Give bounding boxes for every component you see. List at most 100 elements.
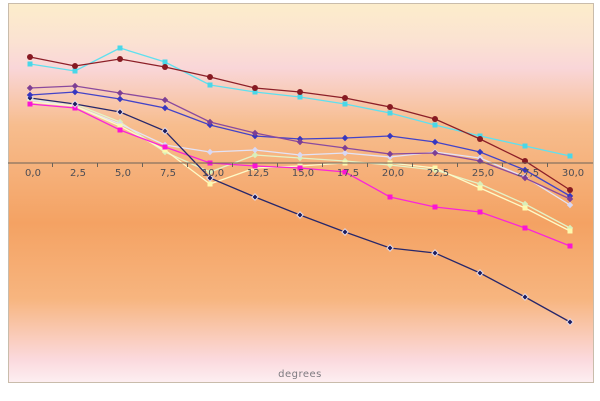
x-tick-label: 2,5 (70, 168, 86, 179)
data-point-magenta (387, 194, 393, 200)
data-point-dark-red (477, 136, 483, 142)
data-point-cyan (162, 59, 168, 65)
data-point-blue (26, 91, 34, 99)
data-point-magenta (432, 204, 438, 210)
data-point-magenta (162, 144, 168, 150)
data-point-magenta (477, 209, 483, 215)
x-axis-title: degrees (278, 369, 322, 380)
data-point-violet (296, 138, 304, 146)
x-tick-label: 30,0 (562, 168, 584, 179)
data-point-dark-red (567, 187, 573, 193)
data-point-magenta (117, 127, 123, 133)
data-point-pale-blue (251, 146, 259, 154)
data-point-magenta (252, 163, 258, 169)
data-point-violet (71, 82, 79, 90)
data-point-dark-red (27, 54, 33, 60)
data-point-cyan (432, 122, 438, 128)
x-tick-label: 27,5 (517, 168, 539, 179)
data-point-blue (161, 104, 169, 112)
data-point-magenta (567, 243, 573, 249)
chart-plot-area (8, 3, 594, 383)
data-point-magenta (27, 101, 33, 107)
data-point-cream (117, 123, 123, 129)
data-point-cyan (27, 61, 33, 67)
data-point-cyan (207, 82, 213, 88)
x-tick-label: 22,5 (427, 168, 449, 179)
x-tick-label: 25,0 (472, 168, 494, 179)
data-point-dark-red (207, 74, 213, 80)
data-point-cream (567, 228, 573, 234)
data-point-cyan (297, 94, 303, 100)
data-point-dark-red (117, 56, 123, 62)
data-point-pale-green (206, 168, 214, 176)
data-point-pale-blue (341, 149, 349, 157)
x-tick-label: 10,0 (202, 168, 224, 179)
data-point-violet (341, 144, 349, 152)
data-point-violet (386, 150, 394, 158)
x-tick-label: 12,5 (247, 168, 269, 179)
data-point-violet (476, 157, 484, 165)
data-point-pale-blue (206, 148, 214, 156)
data-point-dark-red (252, 85, 258, 91)
data-point-navy (566, 318, 574, 326)
data-point-navy (521, 293, 529, 301)
data-point-magenta (342, 169, 348, 175)
data-point-violet (26, 84, 34, 92)
data-point-violet (566, 195, 574, 203)
data-point-dark-red (162, 64, 168, 70)
data-point-navy (341, 228, 349, 236)
data-point-navy (476, 269, 484, 277)
data-point-navy (71, 100, 79, 108)
data-point-dark-red (297, 89, 303, 95)
data-point-blue (71, 88, 79, 96)
data-point-cyan (342, 101, 348, 107)
data-point-violet (206, 118, 214, 126)
data-point-magenta (72, 105, 78, 111)
data-point-pale-blue (296, 151, 304, 159)
data-point-dark-red (432, 116, 438, 122)
x-tick-label: 15,0 (292, 168, 314, 179)
data-point-navy (116, 108, 124, 116)
data-point-cream (432, 165, 438, 171)
data-point-dark-red (342, 95, 348, 101)
data-point-violet (251, 129, 259, 137)
data-point-pale-green (251, 151, 259, 159)
data-point-navy (296, 211, 304, 219)
data-point-cyan (72, 68, 78, 74)
data-point-cream (162, 147, 168, 153)
data-point-blue (476, 148, 484, 156)
data-point-blue (386, 132, 394, 140)
x-tick-label: 7,5 (160, 168, 176, 179)
data-point-cyan (117, 45, 123, 51)
data-point-cyan (567, 153, 573, 159)
data-point-magenta (297, 165, 303, 171)
series-line-navy (29, 97, 571, 323)
data-point-navy (206, 174, 214, 182)
x-tick-label: 17,5 (337, 168, 359, 179)
data-point-navy (431, 249, 439, 257)
data-point-cream (207, 181, 213, 187)
data-point-violet (431, 149, 439, 157)
data-point-violet (161, 96, 169, 104)
data-point-cyan (387, 110, 393, 116)
data-point-cyan (522, 143, 528, 149)
data-point-blue (431, 138, 439, 146)
x-tick-label: 5,0 (115, 168, 131, 179)
data-point-blue (116, 95, 124, 103)
data-point-cream (522, 205, 528, 211)
x-tick-label: 0,0 (25, 168, 41, 179)
data-point-violet (116, 89, 124, 97)
data-point-navy (251, 193, 259, 201)
data-point-dark-red (387, 104, 393, 110)
data-point-cream (477, 185, 483, 191)
data-point-blue (521, 166, 529, 174)
data-point-violet (521, 174, 529, 182)
data-point-pale-blue (566, 201, 574, 209)
data-point-magenta (522, 225, 528, 231)
data-point-cyan (252, 89, 258, 95)
data-point-pale-green (476, 180, 484, 188)
data-point-navy (161, 127, 169, 135)
x-tick-label: 20,0 (382, 168, 404, 179)
data-point-blue (341, 134, 349, 142)
